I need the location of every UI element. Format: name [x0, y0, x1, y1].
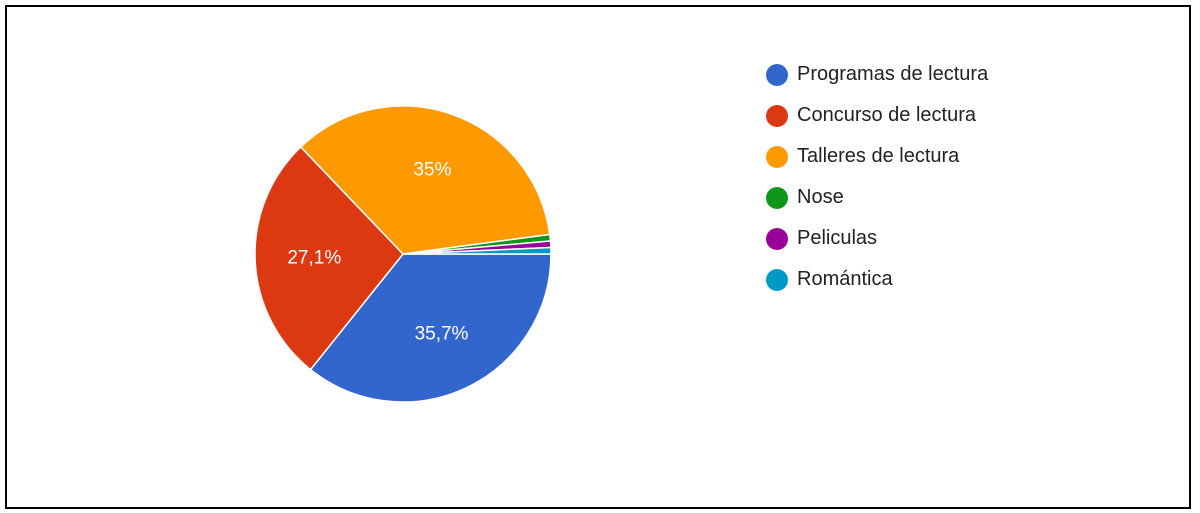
legend-label: Romántica — [797, 268, 893, 290]
legend-swatch-icon — [766, 63, 788, 86]
legend-item-programas-de-lectura: Programas de lectura — [766, 61, 988, 88]
chart-frame — [5, 5, 1191, 509]
legend-swatch-icon — [766, 145, 788, 168]
legend-label: Peliculas — [797, 227, 878, 249]
legend-swatch-icon — [766, 268, 788, 291]
pie-slice-talleres-de-lectura — [300, 105, 551, 255]
legend-item-romantica: Romántica — [766, 266, 988, 293]
legend-swatch-icon — [766, 227, 788, 250]
legend-label: Talleres de lectura — [797, 145, 960, 167]
legend-label: Programas de lectura — [797, 63, 989, 85]
chart-legend: Programas de lectura Concurso de lectura T… — [766, 61, 988, 307]
legend-item-concurso-de-lectura: Concurso de lectura — [766, 102, 988, 129]
legend-swatch-icon — [766, 104, 788, 127]
slice-label-concurso-de-lectura: 27,1% — [287, 247, 341, 268]
pie-slice-programas-de-lectura — [309, 253, 552, 403]
legend-label: Nose — [797, 186, 844, 208]
legend-swatch-icon — [766, 186, 788, 209]
legend-item-peliculas: Peliculas — [766, 225, 988, 252]
legend-item-talleres-de-lectura: Talleres de lectura — [766, 143, 988, 170]
pie-slice-romantica — [402, 246, 552, 255]
legend-item-nose: Nose — [766, 184, 988, 211]
slice-label-programas-de-lectura: 35,7% — [415, 324, 469, 345]
legend-label: Concurso de lectura — [797, 104, 976, 126]
slice-label-talleres-de-lectura: 35% — [413, 160, 451, 181]
pie-slice-concurso-de-lectura — [254, 146, 404, 371]
